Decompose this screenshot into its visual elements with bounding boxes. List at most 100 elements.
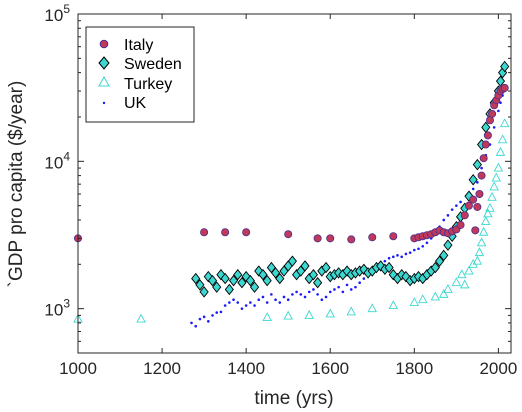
y-tick-label: 103 [44, 297, 70, 320]
data-point [482, 141, 489, 148]
data-point [442, 219, 445, 222]
data-point [228, 301, 231, 304]
data-point [472, 227, 479, 234]
data-point [295, 291, 298, 294]
data-point [300, 293, 303, 296]
data-point [476, 181, 479, 184]
data-point [314, 235, 321, 242]
x-tick-label: 1400 [227, 359, 265, 378]
data-point [472, 188, 475, 191]
data-point [321, 298, 324, 301]
legend-label-italy: Italy [124, 37, 153, 54]
y-tick-label: 105 [44, 2, 70, 25]
data-point [308, 291, 311, 294]
data-point [203, 316, 206, 319]
data-point [201, 229, 208, 236]
data-point [249, 301, 252, 304]
x-tick-label: 1000 [59, 359, 97, 378]
data-point [390, 233, 397, 240]
data-point [215, 311, 218, 314]
data-point [405, 253, 408, 256]
data-point [207, 320, 210, 323]
data-point [283, 296, 286, 299]
data-point [451, 208, 454, 211]
data-point [484, 132, 491, 139]
data-point [304, 296, 307, 299]
data-point [455, 204, 458, 207]
x-tick-label: 1600 [311, 359, 349, 378]
data-point [236, 301, 239, 304]
data-point [253, 304, 256, 307]
data-point [220, 311, 223, 314]
legend-label-sweden: Sweden [124, 56, 182, 73]
data-point [388, 257, 391, 260]
data-point [316, 293, 319, 296]
data-point [470, 196, 477, 203]
x-tick-label: 1800 [395, 359, 433, 378]
data-point [413, 249, 416, 252]
data-point [291, 293, 294, 296]
data-point [325, 296, 328, 299]
data-point [337, 286, 340, 289]
data-point [421, 245, 424, 248]
legend-label-uk: UK [124, 95, 147, 112]
data-point [363, 277, 366, 280]
data-point [409, 251, 412, 254]
data-point [257, 298, 260, 301]
data-point [358, 281, 361, 284]
data-point [417, 247, 420, 250]
data-point [400, 255, 403, 258]
data-point [329, 291, 332, 294]
data-point [211, 314, 214, 317]
data-point [241, 307, 244, 310]
data-point [478, 172, 485, 179]
data-point [270, 293, 273, 296]
y-axis-title: `GDP pro capita ($/year) [6, 81, 27, 288]
data-point [199, 318, 202, 321]
data-point [476, 190, 483, 197]
data-point [354, 286, 357, 289]
data-point [488, 110, 495, 117]
data-point [384, 260, 387, 263]
data-point [222, 229, 229, 236]
data-point [190, 322, 193, 325]
data-point [224, 304, 227, 307]
data-point [327, 235, 334, 242]
data-point [285, 231, 292, 238]
x-tick-label: 2000 [479, 359, 517, 378]
legend-label-turkey: Turkey [124, 76, 172, 93]
legend: Italy Sweden Turkey UK [86, 27, 194, 122]
data-point [287, 298, 290, 301]
data-point [274, 298, 277, 301]
x-tick-label: 1200 [143, 359, 181, 378]
data-point [278, 301, 281, 304]
data-point [461, 212, 468, 219]
data-point [480, 167, 483, 170]
legend-marker-italy [100, 40, 108, 48]
data-point [243, 229, 250, 236]
data-point [348, 236, 355, 243]
data-point [245, 304, 248, 307]
data-point [426, 241, 429, 244]
data-point [396, 254, 399, 257]
y-tick-label: 104 [44, 149, 70, 172]
data-point [262, 296, 265, 299]
x-axis-title: time (yrs) [254, 388, 333, 409]
data-point [333, 288, 336, 291]
data-point [369, 234, 376, 241]
data-point [194, 325, 197, 328]
data-point [312, 288, 315, 291]
data-point [480, 155, 487, 162]
data-point [501, 84, 508, 91]
legend-marker-uk [103, 102, 105, 104]
data-point [350, 288, 353, 291]
data-point [493, 126, 496, 129]
data-point [392, 255, 395, 258]
data-point [474, 203, 481, 210]
data-point [342, 291, 345, 294]
data-point [447, 214, 450, 217]
data-point [497, 110, 500, 113]
data-point [346, 284, 349, 287]
data-point [266, 301, 269, 304]
